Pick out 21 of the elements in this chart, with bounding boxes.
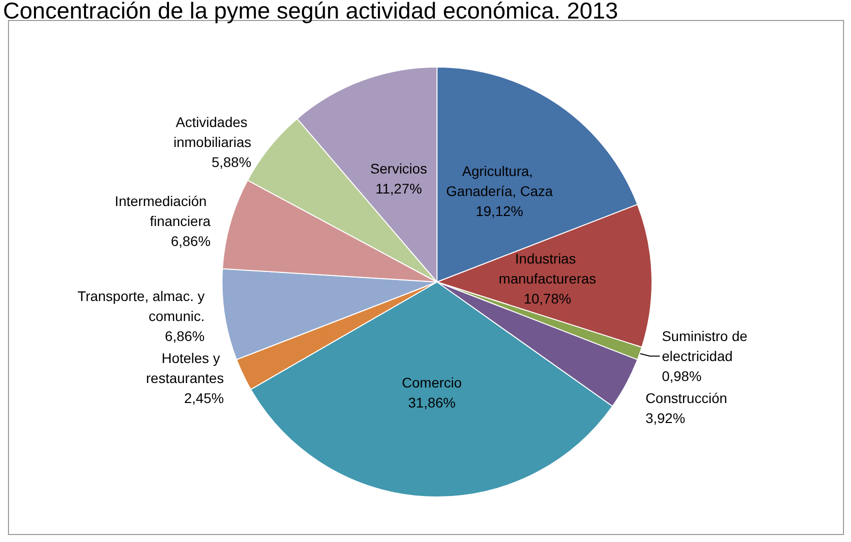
data-label: 19,12% bbox=[476, 202, 524, 219]
data-label: 31,86% bbox=[408, 394, 456, 410]
slice-label: Suministro de electricidad bbox=[662, 328, 752, 364]
slice-label: Hoteles y restaurantes bbox=[146, 350, 224, 386]
data-label: 2,45% bbox=[184, 390, 224, 406]
data-label: 5,88% bbox=[212, 154, 252, 170]
data-label: 0,98% bbox=[662, 368, 702, 384]
slice-label: Servicios bbox=[370, 160, 428, 176]
data-label: 10,78% bbox=[524, 290, 572, 307]
slice-label: Actividades inmobiliarias bbox=[173, 114, 252, 150]
slice-label: Transporte, almac. y comunic. bbox=[78, 288, 205, 324]
data-label: 6,86% bbox=[170, 232, 211, 249]
slice-label: Comercio bbox=[402, 374, 462, 390]
slice-label: Construcción bbox=[645, 390, 728, 406]
slice-label: Agricultura, Ganadería, Caza bbox=[446, 162, 553, 199]
data-label: 6,86% bbox=[164, 328, 205, 344]
slice-label: Intermediación financiera bbox=[114, 192, 211, 229]
data-label: 11,27% bbox=[375, 180, 422, 196]
data-label: 3,92% bbox=[645, 410, 686, 426]
slice-label: Industrias manufactureras bbox=[498, 250, 596, 287]
chart-title: Concentración de la pyme según actividad económica. 2013 bbox=[3, 0, 618, 24]
